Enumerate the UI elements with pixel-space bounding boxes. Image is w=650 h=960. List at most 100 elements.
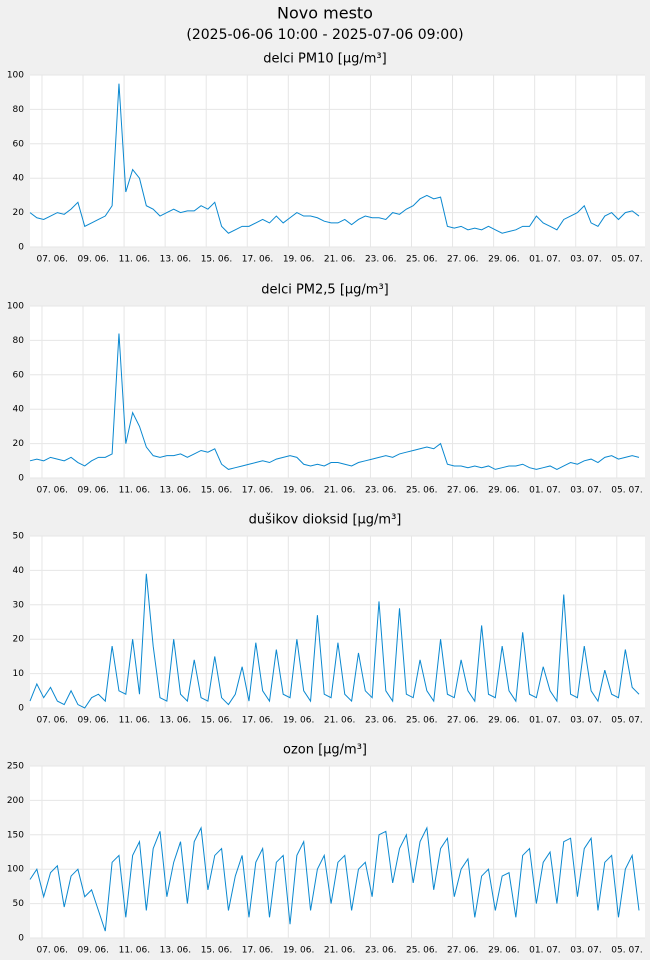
x-tick-label: 27. 06.	[447, 716, 479, 726]
x-tick-label: 05. 07.	[611, 486, 643, 496]
y-tick-label: 0	[18, 243, 24, 253]
x-tick-label: 15. 06.	[201, 946, 233, 956]
x-tick-label: 27. 06.	[447, 255, 479, 265]
x-tick-label: 21. 06.	[324, 486, 356, 496]
y-tick-label: 100	[7, 302, 24, 312]
x-tick-label: 29. 06.	[488, 716, 520, 726]
x-tick-label: 01. 07.	[529, 255, 561, 265]
x-tick-label: 27. 06.	[447, 486, 479, 496]
x-tick-label: 25. 06.	[406, 946, 438, 956]
x-tick-label: 23. 06.	[365, 486, 397, 496]
chart-title: delci PM2,5 [µg/m³]	[261, 283, 389, 298]
x-tick-label: 15. 06.	[201, 716, 233, 726]
x-tick-label: 21. 06.	[324, 255, 356, 265]
y-tick-label: 40	[13, 566, 25, 576]
y-tick-label: 200	[7, 796, 24, 806]
y-tick-label: 20	[13, 635, 25, 645]
y-tick-label: 50	[13, 899, 25, 909]
x-tick-label: 05. 07.	[611, 255, 643, 265]
x-tick-label: 07. 06.	[36, 255, 68, 265]
data-line	[29, 333, 640, 470]
page-subtitle: (2025-06-06 10:00 - 2025-07-06 09:00)	[186, 27, 463, 43]
plot-area	[30, 75, 645, 247]
y-tick-label: 40	[13, 174, 25, 184]
x-tick-label: 19. 06.	[283, 255, 315, 265]
x-tick-label: 25. 06.	[406, 255, 438, 265]
x-tick-label: 23. 06.	[365, 716, 397, 726]
data-line	[29, 826, 640, 932]
x-tick-label: 21. 06.	[324, 946, 356, 956]
y-tick-label: 40	[13, 405, 25, 415]
y-tick-label: 60	[13, 370, 25, 380]
plot-area	[30, 536, 645, 708]
x-tick-label: 13. 06.	[160, 946, 192, 956]
x-tick-label: 11. 06.	[119, 946, 151, 956]
plot-area	[30, 306, 645, 478]
x-tick-label: 19. 06.	[283, 486, 315, 496]
x-tick-label: 11. 06.	[119, 255, 151, 265]
x-tick-label: 09. 06.	[78, 255, 110, 265]
x-tick-label: 03. 07.	[570, 946, 602, 956]
x-tick-label: 23. 06.	[365, 255, 397, 265]
chart-title: ozon [µg/m³]	[283, 743, 367, 758]
x-tick-label: 17. 06.	[242, 486, 274, 496]
x-tick-label: 19. 06.	[283, 946, 315, 956]
y-tick-label: 250	[7, 762, 24, 772]
x-tick-label: 07. 06.	[36, 716, 68, 726]
x-tick-label: 25. 06.	[406, 716, 438, 726]
y-tick-label: 60	[13, 139, 25, 149]
x-tick-label: 07. 06.	[36, 946, 68, 956]
x-tick-label: 09. 06.	[78, 486, 110, 496]
y-tick-label: 30	[13, 600, 25, 610]
y-tick-label: 150	[7, 830, 24, 840]
x-tick-label: 01. 07.	[529, 486, 561, 496]
y-tick-label: 100	[7, 71, 24, 81]
x-tick-label: 15. 06.	[201, 486, 233, 496]
data-line	[29, 573, 640, 709]
x-tick-label: 27. 06.	[447, 946, 479, 956]
page-title: Novo mesto	[277, 4, 373, 23]
y-tick-label: 0	[18, 704, 24, 714]
x-tick-label: 13. 06.	[160, 486, 192, 496]
y-tick-label: 100	[7, 865, 24, 875]
x-tick-label: 29. 06.	[488, 255, 520, 265]
x-tick-label: 11. 06.	[119, 486, 151, 496]
x-tick-label: 21. 06.	[324, 716, 356, 726]
y-tick-label: 0	[18, 474, 24, 484]
y-tick-label: 0	[18, 934, 24, 944]
x-tick-label: 25. 06.	[406, 486, 438, 496]
x-tick-label: 05. 07.	[611, 946, 643, 956]
x-tick-label: 13. 06.	[160, 255, 192, 265]
x-tick-label: 19. 06.	[283, 716, 315, 726]
x-tick-label: 03. 07.	[570, 716, 602, 726]
y-tick-label: 20	[13, 208, 25, 218]
y-tick-label: 80	[13, 105, 25, 115]
y-tick-label: 50	[13, 532, 25, 542]
x-tick-label: 09. 06.	[78, 716, 110, 726]
y-tick-label: 80	[13, 336, 25, 346]
x-tick-label: 09. 06.	[78, 946, 110, 956]
x-tick-label: 03. 07.	[570, 486, 602, 496]
x-tick-label: 17. 06.	[242, 716, 274, 726]
x-tick-label: 11. 06.	[119, 716, 151, 726]
y-tick-label: 20	[13, 439, 25, 449]
y-tick-label: 10	[13, 669, 25, 679]
x-tick-label: 23. 06.	[365, 946, 397, 956]
x-tick-label: 17. 06.	[242, 946, 274, 956]
data-line	[29, 83, 640, 234]
x-tick-label: 05. 07.	[611, 716, 643, 726]
x-tick-label: 07. 06.	[36, 486, 68, 496]
plot-area	[30, 766, 645, 938]
x-tick-label: 17. 06.	[242, 255, 274, 265]
x-tick-label: 03. 07.	[570, 255, 602, 265]
x-tick-label: 15. 06.	[201, 255, 233, 265]
x-tick-label: 29. 06.	[488, 486, 520, 496]
x-tick-label: 13. 06.	[160, 716, 192, 726]
chart-title: delci PM10 [µg/m³]	[263, 52, 386, 67]
chart-title: dušikov dioksid [µg/m³]	[249, 513, 402, 528]
x-tick-label: 01. 07.	[529, 716, 561, 726]
x-tick-label: 29. 06.	[488, 946, 520, 956]
x-tick-label: 01. 07.	[529, 946, 561, 956]
